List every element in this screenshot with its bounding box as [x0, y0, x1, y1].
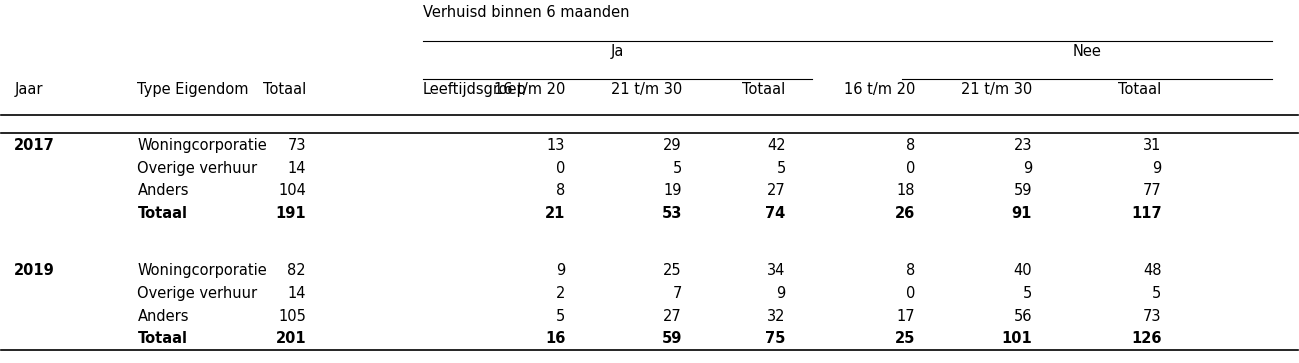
Text: 21 t/m 30: 21 t/m 30: [611, 82, 682, 97]
Text: 73: 73: [287, 138, 307, 153]
Text: Totaal: Totaal: [138, 206, 187, 221]
Text: 82: 82: [287, 264, 307, 278]
Text: 5: 5: [777, 161, 786, 176]
Text: 9: 9: [1152, 161, 1161, 176]
Text: 9: 9: [1022, 161, 1031, 176]
Text: 117: 117: [1131, 206, 1161, 221]
Text: 13: 13: [547, 138, 565, 153]
Text: 19: 19: [664, 183, 682, 198]
Text: 16 t/m 20: 16 t/m 20: [494, 82, 565, 97]
Text: 14: 14: [287, 286, 307, 301]
Text: 16: 16: [544, 331, 565, 346]
Text: 73: 73: [1143, 309, 1161, 323]
Text: 7: 7: [673, 286, 682, 301]
Text: 8: 8: [556, 183, 565, 198]
Text: Ja: Ja: [611, 44, 624, 59]
Text: 18: 18: [896, 183, 916, 198]
Text: Type Eigendom: Type Eigendom: [138, 82, 249, 97]
Text: 42: 42: [766, 138, 786, 153]
Text: Totaal: Totaal: [1118, 82, 1161, 97]
Text: 104: 104: [278, 183, 307, 198]
Text: Woningcorporatie: Woningcorporatie: [138, 138, 268, 153]
Text: Totaal: Totaal: [138, 331, 187, 346]
Text: Jaar: Jaar: [14, 82, 43, 97]
Text: 191: 191: [275, 206, 307, 221]
Text: 0: 0: [905, 286, 916, 301]
Text: 29: 29: [664, 138, 682, 153]
Text: 9: 9: [777, 286, 786, 301]
Text: 2017: 2017: [14, 138, 55, 153]
Text: 59: 59: [661, 331, 682, 346]
Text: 26: 26: [895, 206, 916, 221]
Text: 59: 59: [1013, 183, 1031, 198]
Text: 75: 75: [765, 331, 786, 346]
Text: Anders: Anders: [138, 183, 188, 198]
Text: 0: 0: [556, 161, 565, 176]
Text: 27: 27: [766, 183, 786, 198]
Text: 0: 0: [905, 161, 916, 176]
Text: Nee: Nee: [1073, 44, 1102, 59]
Text: 32: 32: [768, 309, 786, 323]
Text: 126: 126: [1131, 331, 1161, 346]
Text: 9: 9: [556, 264, 565, 278]
Text: 21: 21: [544, 206, 565, 221]
Text: 201: 201: [275, 331, 307, 346]
Text: 25: 25: [895, 331, 916, 346]
Text: Verhuisd binnen 6 maanden: Verhuisd binnen 6 maanden: [422, 5, 629, 20]
Text: 2019: 2019: [14, 264, 55, 278]
Text: 5: 5: [1022, 286, 1031, 301]
Text: 23: 23: [1013, 138, 1031, 153]
Text: 2: 2: [556, 286, 565, 301]
Text: Woningcorporatie: Woningcorporatie: [138, 264, 268, 278]
Text: 5: 5: [673, 161, 682, 176]
Text: 31: 31: [1143, 138, 1161, 153]
Text: 53: 53: [661, 206, 682, 221]
Text: 5: 5: [556, 309, 565, 323]
Text: 40: 40: [1013, 264, 1031, 278]
Text: Leeftijdsgroep: Leeftijdsgroep: [422, 82, 526, 97]
Text: 5: 5: [1152, 286, 1161, 301]
Text: 77: 77: [1143, 183, 1161, 198]
Text: 56: 56: [1013, 309, 1031, 323]
Text: 27: 27: [664, 309, 682, 323]
Text: Overige verhuur: Overige verhuur: [138, 161, 257, 176]
Text: 8: 8: [905, 264, 916, 278]
Text: 17: 17: [896, 309, 916, 323]
Text: 48: 48: [1143, 264, 1161, 278]
Text: 74: 74: [765, 206, 786, 221]
Text: Totaal: Totaal: [742, 82, 786, 97]
Text: 8: 8: [905, 138, 916, 153]
Text: 91: 91: [1012, 206, 1031, 221]
Text: 105: 105: [278, 309, 307, 323]
Text: 14: 14: [287, 161, 307, 176]
Text: 16 t/m 20: 16 t/m 20: [844, 82, 916, 97]
Text: 25: 25: [664, 264, 682, 278]
Text: 34: 34: [768, 264, 786, 278]
Text: Overige verhuur: Overige verhuur: [138, 286, 257, 301]
Text: 21 t/m 30: 21 t/m 30: [961, 82, 1031, 97]
Text: Anders: Anders: [138, 309, 188, 323]
Text: Totaal: Totaal: [262, 82, 307, 97]
Text: 101: 101: [1002, 331, 1031, 346]
